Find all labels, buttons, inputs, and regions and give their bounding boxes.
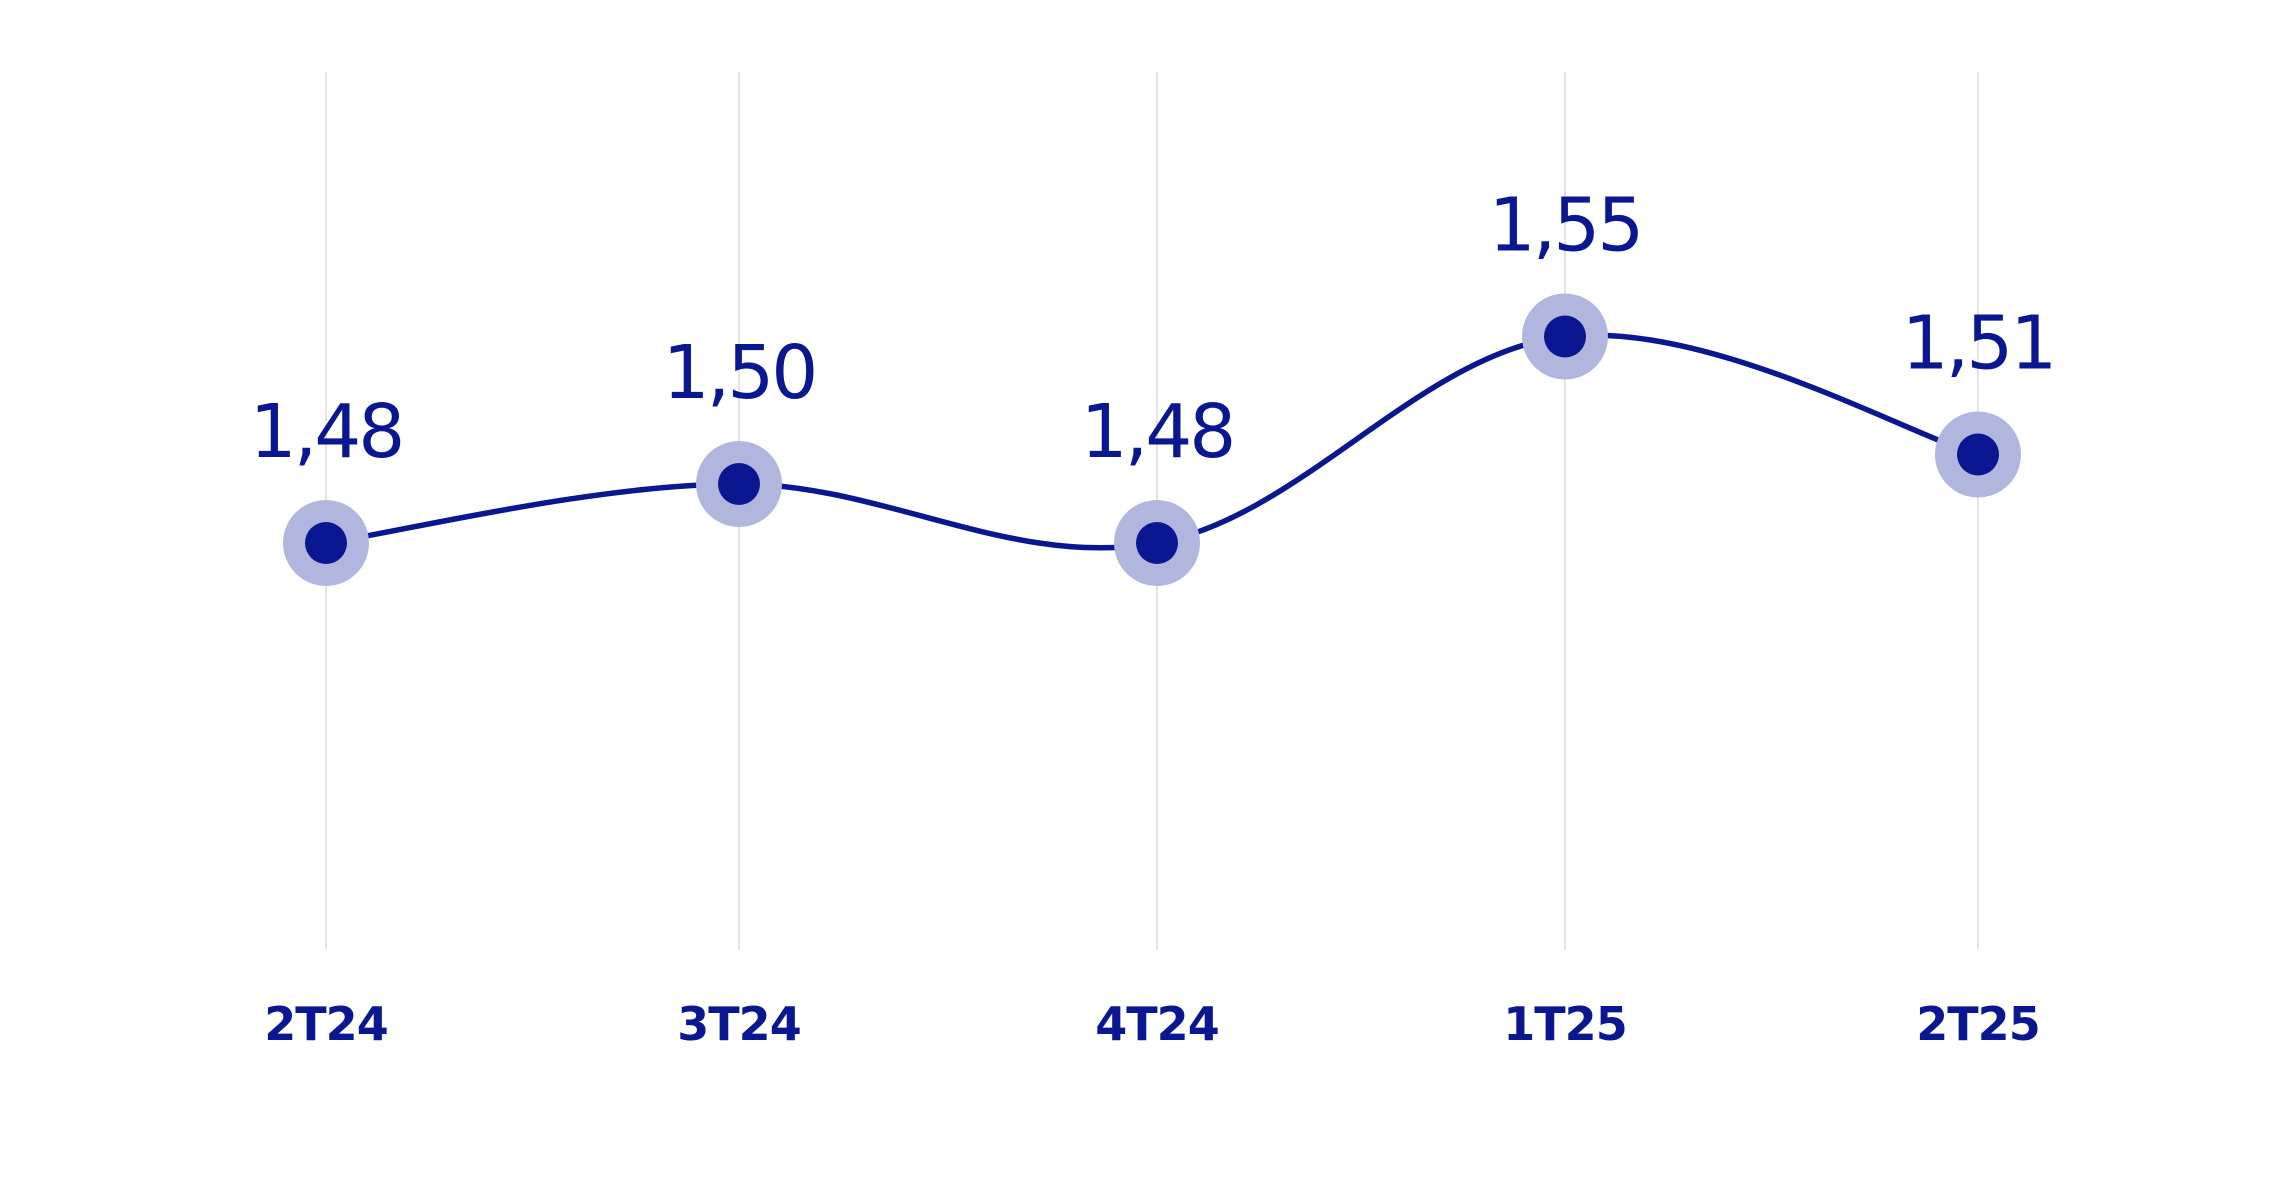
data-point-1T25[interactable] <box>1544 315 1586 358</box>
x-axis-tick-labels: 2T24 3T24 4T24 1T25 2T25 <box>264 997 2040 1051</box>
data-label-4T24: 1,48 <box>1081 389 1234 475</box>
data-point-2T25[interactable] <box>1957 433 1999 476</box>
data-label-2T24: 1,48 <box>250 389 403 475</box>
data-point-2T24[interactable] <box>305 522 347 564</box>
data-label-1T25: 1,55 <box>1489 183 1642 269</box>
tick-label-1T25: 1T25 <box>1503 997 1626 1051</box>
data-point-4T24[interactable] <box>1136 522 1178 564</box>
data-points <box>283 293 2021 586</box>
data-labels: 1,48 1,50 1,48 1,55 1,51 <box>250 183 2058 476</box>
data-label-2T25: 1,51 <box>1902 301 2055 387</box>
tick-label-2T24: 2T24 <box>264 997 387 1051</box>
tick-label-4T24: 4T24 <box>1095 997 1218 1051</box>
tick-label-3T24: 3T24 <box>677 997 800 1051</box>
data-point-3T24[interactable] <box>718 463 760 505</box>
tick-label-2T25: 2T25 <box>1916 997 2039 1051</box>
data-label-3T24: 1,50 <box>663 330 816 416</box>
